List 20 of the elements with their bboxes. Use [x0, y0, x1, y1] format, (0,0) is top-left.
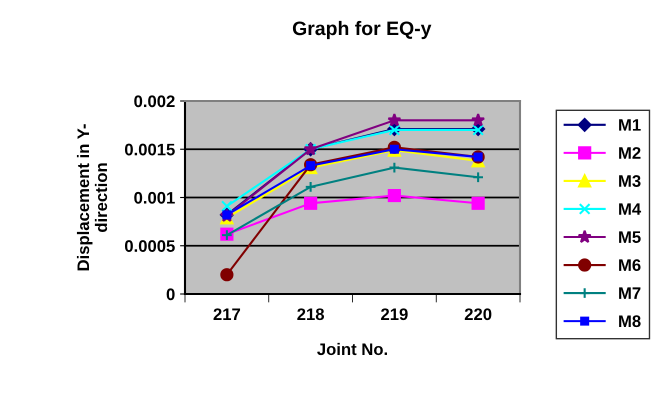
legend-label: M5 [619, 231, 641, 243]
legend-label: M2 [619, 147, 640, 159]
x-tick-label: 220 [464, 308, 492, 320]
chart-title: Graph for EQ-y [292, 20, 432, 40]
x-tick-label: 218 [297, 308, 324, 320]
y-tick-label: 0.002 [134, 95, 175, 108]
legend-label: M7 [619, 287, 640, 299]
legend-label: M1 [619, 119, 641, 131]
y-axis-title: Displacement in Y- direction [76, 124, 108, 270]
x-axis-title: Joint No. [317, 342, 387, 356]
legend-label: M6 [619, 259, 641, 272]
x-tick-label: 217 [214, 308, 240, 320]
legend-label: M4 [619, 203, 642, 215]
legend-label: M3 [619, 175, 641, 187]
y-tick-label: 0.0005 [124, 240, 175, 252]
legend-label: M8 [619, 315, 641, 328]
y-tick-label: 0.001 [134, 192, 175, 204]
y-tick-label: 0 [166, 288, 175, 300]
y-tick-label: 0.0015 [124, 144, 175, 156]
x-tick-label: 219 [381, 308, 408, 320]
